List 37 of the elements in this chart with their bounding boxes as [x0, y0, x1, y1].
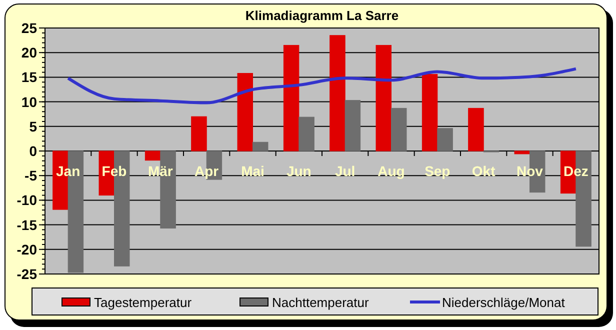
y-tick-label: -15 [16, 216, 38, 233]
x-tick-label: Jun [286, 163, 312, 179]
y-tick-label: -10 [16, 192, 38, 208]
bar [468, 108, 484, 152]
bar [237, 73, 253, 152]
x-tick-label: Sep [424, 163, 450, 179]
x-tick-label: Mai [241, 163, 264, 179]
y-tick-label: 15 [21, 69, 38, 86]
bar [422, 74, 438, 152]
x-tick-label: Aug [378, 163, 405, 179]
legend-label: Nachttemperatur [272, 295, 370, 310]
y-tick-label: -5 [24, 168, 38, 184]
y-tick-label: -25 [16, 266, 38, 282]
bar [330, 35, 346, 152]
bar [437, 128, 453, 152]
bar [191, 116, 207, 152]
bar [298, 116, 314, 152]
bar [144, 150, 161, 161]
legend-label: Niederschläge/Monat [442, 295, 566, 310]
chart-title: Klimadiagramm La Sarre [245, 8, 399, 23]
y-tick-label: 25 [21, 20, 38, 36]
line-series [66, 67, 578, 104]
bar [252, 142, 268, 152]
bar [391, 108, 407, 152]
x-tick-label: Jul [334, 163, 356, 179]
bar [344, 100, 361, 152]
y-tick-label: 20 [21, 44, 38, 61]
legend-label: Tagestemperatur [94, 295, 192, 310]
bar [514, 150, 530, 154]
x-tick-label: Okt [472, 163, 496, 179]
bar [283, 44, 300, 152]
y-tick-label: 5 [29, 118, 38, 134]
y-tick-label: -20 [16, 241, 38, 258]
x-tick-label: Jan [56, 163, 80, 179]
y-tick-label: 0 [29, 143, 38, 159]
y-tick-label: 10 [21, 94, 38, 110]
bar [376, 44, 392, 152]
